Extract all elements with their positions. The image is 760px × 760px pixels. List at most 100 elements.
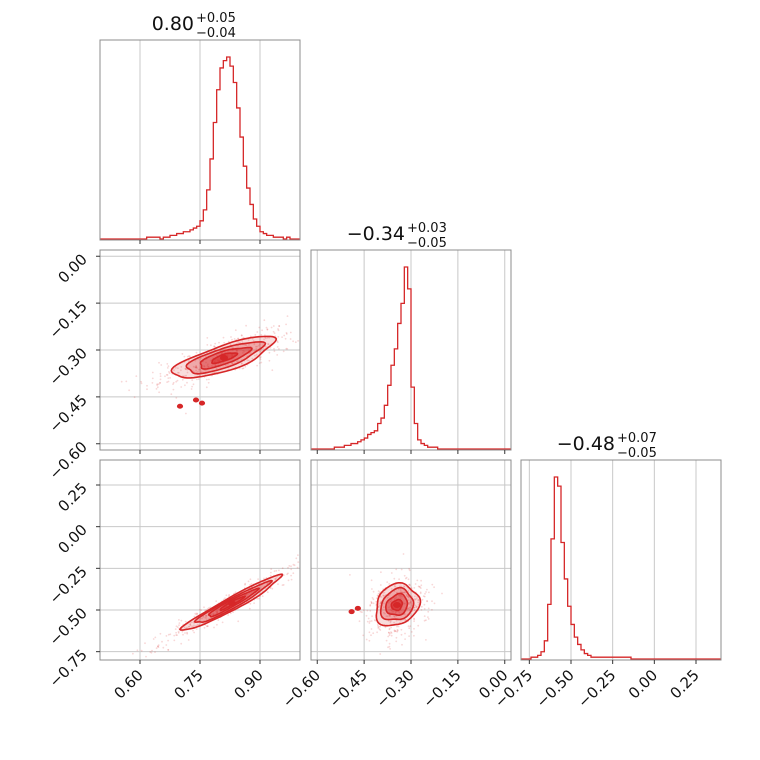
scatter-point [286, 315, 289, 317]
scatter-point [396, 630, 398, 633]
scatter-point [205, 386, 208, 389]
scatter-point [178, 624, 180, 626]
scatter-point [394, 611, 397, 614]
scatter-point [268, 336, 271, 339]
scatter-point [210, 613, 213, 616]
scatter-point [229, 612, 232, 615]
scatter-point [393, 621, 395, 624]
scatter-point [387, 631, 390, 634]
scatter-point [387, 635, 390, 638]
scatter-point [199, 617, 202, 620]
scatter-point [195, 365, 198, 368]
scatter-point [154, 651, 156, 653]
scatter-point [157, 646, 160, 648]
scatter-point [387, 606, 390, 609]
x-tick-label: −0.25 [574, 666, 619, 711]
scatter-point [231, 362, 234, 365]
scatter-point [195, 366, 198, 368]
scatter-point [408, 569, 411, 572]
scatter-point [408, 603, 410, 605]
scatter-point [431, 600, 433, 603]
scatter-point [212, 612, 215, 615]
scatter-point [159, 382, 161, 384]
scatter-point [410, 601, 412, 603]
y-tick-label: 0.00 [54, 521, 90, 557]
density-peak [220, 354, 228, 361]
scatter-point [380, 571, 382, 574]
scatter-point [404, 632, 406, 635]
scatter-point [247, 593, 249, 596]
scatter-point [161, 640, 163, 643]
scatter-point [244, 365, 247, 368]
scatter-point [177, 371, 179, 374]
scatter-point [273, 350, 276, 353]
scatter-point [247, 359, 250, 362]
scatter-point [390, 599, 393, 601]
scatter-point [191, 379, 194, 381]
scatter-point [249, 602, 252, 605]
scatter-point [386, 596, 389, 599]
scatter-point [388, 642, 391, 645]
title-minus-p1: −0.04 [196, 26, 236, 41]
scatter-point [205, 361, 207, 364]
y-tick-label: 0.25 [54, 479, 90, 515]
scatter-point [277, 335, 280, 338]
scatter-point [177, 631, 180, 634]
scatter-point [426, 588, 428, 591]
scatter-point [248, 607, 251, 610]
scatter-point [284, 337, 287, 340]
scatter-point [377, 626, 380, 628]
scatter-point [176, 634, 179, 636]
scatter-point [385, 615, 388, 617]
scatter-point [287, 572, 289, 575]
scatter-point [225, 594, 228, 597]
scatter-point [407, 625, 410, 628]
scatter-point [399, 595, 402, 598]
scatter-point [433, 602, 436, 605]
scatter-point [178, 619, 180, 621]
scatter-point [255, 353, 258, 356]
scatter-point [410, 631, 413, 633]
scatter-point [253, 602, 256, 604]
scatter-point [195, 613, 198, 616]
scatter-point [273, 332, 276, 335]
scatter-point [419, 587, 422, 589]
scatter-point [423, 619, 426, 622]
scatter-point [276, 340, 279, 342]
scatter-point [222, 336, 225, 339]
scatter-point [193, 624, 195, 627]
title-plus-p1: +0.05 [196, 11, 236, 26]
scatter-point [358, 620, 361, 623]
scatter-point [288, 565, 291, 567]
scatter-point [388, 634, 391, 637]
scatter-point [242, 349, 245, 352]
scatter-point [166, 363, 169, 365]
scatter-point [400, 594, 403, 597]
scatter-point [420, 605, 423, 608]
scatter-point [268, 351, 271, 354]
scatter-point [203, 626, 206, 629]
scatter-point [419, 592, 422, 595]
scatter-point [388, 614, 391, 617]
scatter-point [194, 359, 197, 362]
density-peak [392, 602, 401, 608]
scatter-point [290, 568, 293, 571]
scatter-point [181, 378, 184, 381]
scatter-point [213, 345, 216, 348]
scatter-point [393, 629, 396, 632]
scatter-point [184, 368, 187, 370]
scatter-point [390, 600, 392, 603]
scatter-point [189, 355, 191, 358]
scatter-point [155, 647, 158, 650]
scatter-point [199, 369, 202, 371]
panel-frame-p3-hist [520, 459, 722, 661]
outlier-contour [198, 400, 206, 406]
scatter-point [156, 383, 159, 386]
scatter-point [183, 626, 186, 629]
scatter-point [242, 336, 245, 339]
scatter-point [366, 620, 369, 623]
scatter-point [389, 648, 391, 650]
histogram-p1 [100, 56, 300, 240]
scatter-point [401, 643, 403, 646]
scatter-point [197, 368, 200, 371]
